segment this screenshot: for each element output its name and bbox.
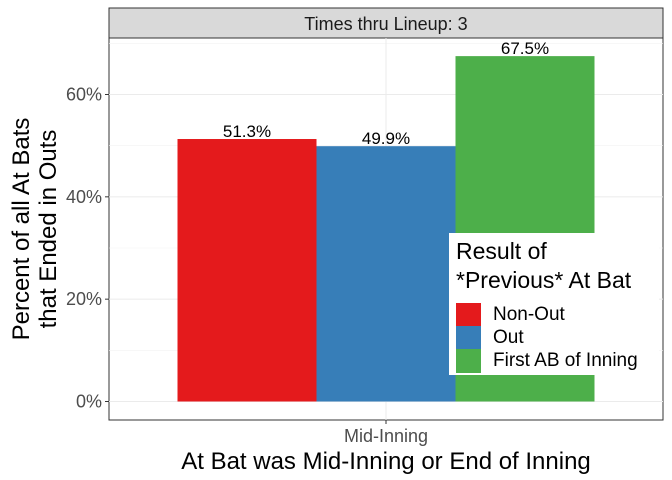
legend: Result of *Previous* At Bat Non-Out Out … (449, 233, 659, 375)
facet-strip (108, 7, 664, 39)
legend-swatch-out (456, 326, 481, 350)
bar-non-out (177, 139, 317, 402)
legend-title: Result of *Previous* At Bat (456, 238, 632, 293)
y-tick-label: 60% (66, 85, 102, 105)
data-label-first-ab-of-inning: 67.5% (501, 39, 549, 58)
legend-swatch-non-out (456, 303, 481, 327)
y-axis-title-line-1: Percent of all At Bats (8, 118, 35, 341)
data-labels: 51.3% 49.9% 67.5% (223, 39, 549, 148)
y-axis-ticks: 0% 20% 40% 60% (66, 85, 109, 412)
legend-label-first-ab: First AB of Inning (493, 350, 638, 371)
data-label-non-out: 51.3% (223, 122, 271, 141)
y-tick-label: 20% (66, 289, 102, 309)
data-label-out: 49.9% (362, 129, 410, 148)
x-axis-title: At Bat was Mid-Inning or End of Inning (181, 448, 591, 475)
y-axis-title: Percent of all At Bats that Ended in Out… (8, 118, 62, 341)
legend-label-out: Out (493, 327, 524, 348)
facet-strip-label: Times thru Lineup: 3 (304, 14, 467, 34)
legend-swatch-first-ab (456, 349, 481, 373)
x-tick-label: Mid-Inning (344, 426, 428, 446)
x-axis-ticks: Mid-Inning (344, 420, 428, 446)
legend-item-out: Out (456, 326, 524, 350)
legend-item-first-ab: First AB of Inning (456, 349, 638, 373)
y-tick-label: 0% (76, 392, 102, 412)
y-axis-title-line-2: that Ended in Outs (35, 130, 62, 329)
legend-label-non-out: Non-Out (493, 304, 565, 325)
bar-out (316, 146, 456, 402)
y-tick-label: 40% (66, 187, 102, 207)
legend-item-non-out: Non-Out (456, 303, 565, 327)
